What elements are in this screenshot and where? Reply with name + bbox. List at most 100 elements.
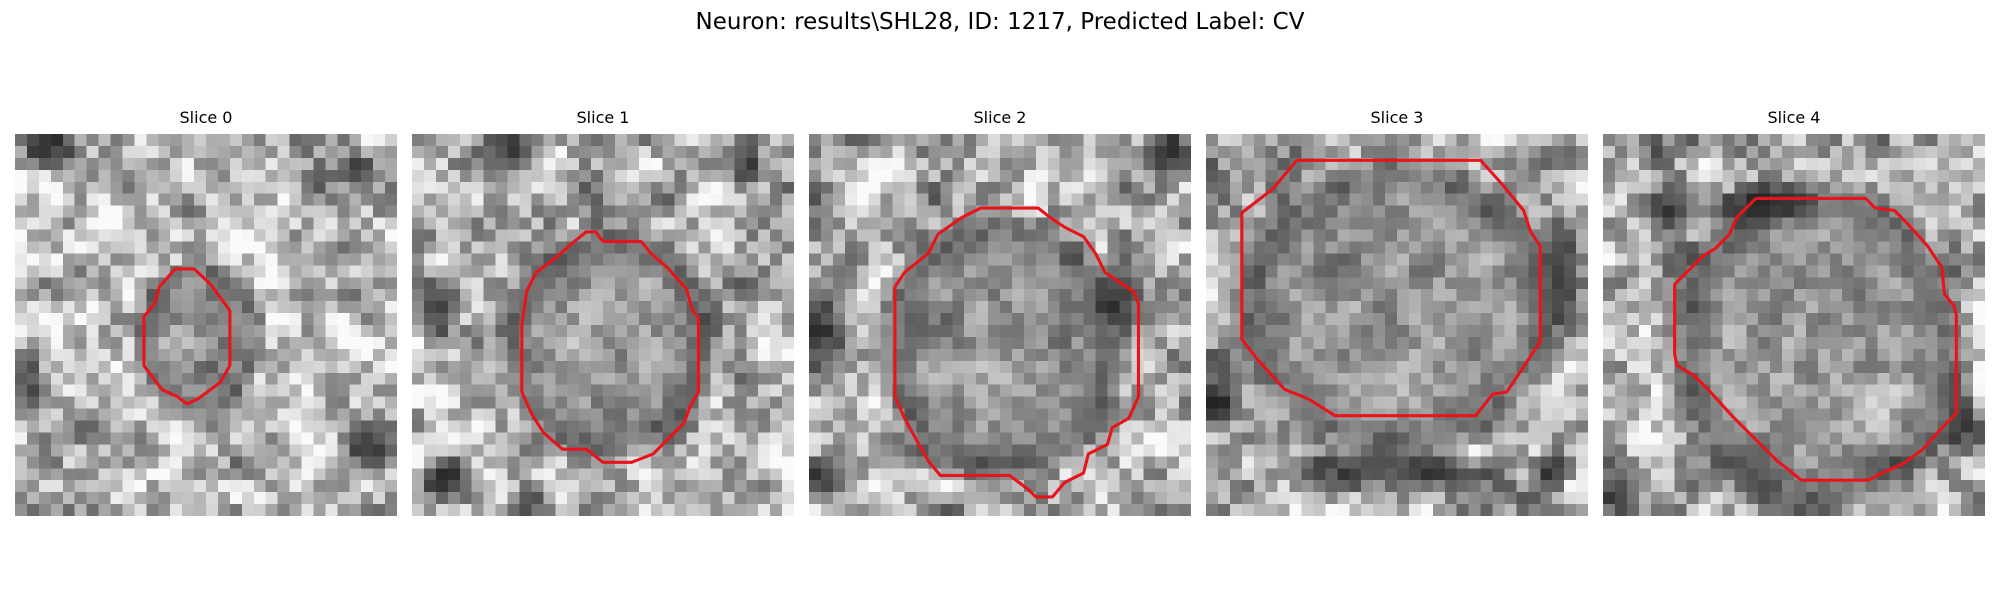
pixel (1698, 169, 1711, 182)
pixel (1023, 265, 1037, 278)
pixel (1698, 444, 1711, 457)
pixel (1217, 336, 1231, 350)
pixel (782, 336, 794, 350)
pixel (1853, 444, 1866, 457)
pixel (662, 360, 675, 373)
pixel (1540, 181, 1553, 194)
pixel (1528, 181, 1541, 194)
pixel (603, 277, 616, 290)
pixel (1206, 444, 1219, 457)
pixel (1277, 253, 1290, 266)
pixel (1265, 253, 1278, 266)
pixel (1576, 480, 1588, 493)
pixel (1817, 289, 1831, 302)
pixel (1083, 205, 1096, 218)
pixel (1011, 145, 1025, 159)
pixel (662, 325, 675, 338)
pixel (1289, 456, 1302, 469)
pixel (1746, 313, 1759, 326)
pixel (1155, 336, 1168, 350)
pixel (722, 408, 735, 421)
pixel (940, 408, 953, 421)
pixel (289, 336, 302, 350)
pixel (1650, 336, 1663, 350)
pixel (62, 325, 75, 338)
pixel (1155, 169, 1168, 182)
pixel (229, 134, 243, 147)
pixel (435, 134, 449, 147)
pixel (567, 145, 580, 159)
pixel (1420, 277, 1434, 290)
pixel (674, 408, 687, 421)
pixel (385, 134, 397, 147)
pixel (1456, 348, 1469, 362)
pixel (734, 504, 747, 516)
pixel (1710, 253, 1723, 266)
pixel (1746, 289, 1759, 302)
pixel (1325, 217, 1338, 230)
pixel (1397, 325, 1410, 338)
pixel (567, 301, 580, 314)
pixel (385, 313, 397, 326)
pixel (1131, 420, 1144, 433)
pixel (1516, 289, 1529, 302)
pixel (1385, 360, 1398, 373)
pixel (435, 325, 449, 338)
pixel (722, 444, 735, 457)
pixel (241, 313, 254, 326)
pixel (1131, 408, 1144, 421)
pixel (809, 229, 822, 242)
pixel (662, 157, 675, 171)
pixel (1385, 432, 1398, 445)
pixel (809, 157, 822, 171)
pixel (325, 277, 338, 290)
pixel (1468, 396, 1481, 409)
pixel (1011, 396, 1025, 409)
pixel (638, 289, 651, 302)
pixel (1179, 372, 1191, 385)
pixel (782, 492, 794, 505)
pixel (412, 301, 425, 314)
pixel (1253, 432, 1266, 445)
pixel (1829, 289, 1842, 302)
pixel (1325, 456, 1338, 469)
pixel (567, 504, 580, 516)
pixel (1564, 432, 1577, 445)
pixel (1925, 181, 1938, 194)
pixel (1059, 157, 1072, 171)
pixel (1206, 492, 1219, 505)
pixel (98, 169, 111, 182)
pixel (1301, 480, 1314, 493)
pixel (1937, 348, 1950, 362)
pixel (988, 336, 1001, 350)
pixel (782, 169, 794, 182)
pixel (758, 145, 771, 159)
pixel (626, 372, 640, 385)
pixel (844, 145, 857, 159)
pixel (650, 480, 663, 493)
pixel (1674, 432, 1687, 445)
pixel (1143, 253, 1156, 266)
pixel (603, 265, 616, 278)
pixel (1277, 157, 1290, 171)
pixel (1949, 134, 1962, 147)
pixel (1119, 360, 1132, 373)
pixel (301, 313, 314, 326)
pixel (1071, 169, 1084, 182)
pixel (1626, 372, 1640, 385)
pixel (26, 348, 40, 362)
pixel (1143, 348, 1156, 362)
pixel (746, 181, 759, 194)
pixel (1059, 277, 1072, 290)
pixel (734, 348, 747, 362)
pixel (758, 468, 771, 481)
pixel (555, 432, 568, 445)
pixel (1516, 504, 1529, 516)
pixel (1143, 193, 1156, 206)
pixel (1361, 492, 1374, 505)
pixel (567, 277, 580, 290)
pixel (349, 432, 362, 445)
pixel (1468, 360, 1481, 373)
pixel (182, 301, 195, 314)
pixel (206, 301, 219, 314)
